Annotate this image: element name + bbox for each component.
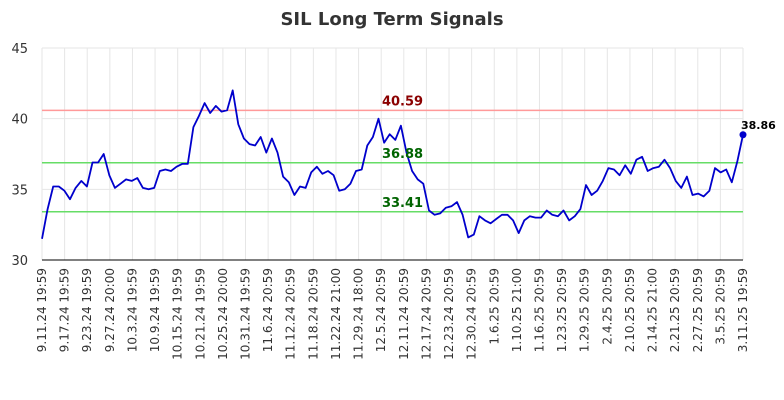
series-layer <box>41 89 747 239</box>
signal-line-label: 33.41 <box>382 196 423 211</box>
x-tick-label: 2.14.25 21:00 <box>646 268 660 352</box>
x-tick-label: 10.25.24 20:00 <box>216 268 230 360</box>
grid <box>41 47 744 261</box>
x-tick-label: 1.16.25 20:59 <box>532 268 546 352</box>
signal-lines <box>42 109 743 213</box>
x-tick-label: 11.12.24 20:59 <box>284 268 298 360</box>
x-tick-label: 3.11.25 19:59 <box>736 268 750 352</box>
chart-title: SIL Long Term Signals <box>280 9 503 30</box>
y-tick-label: 45 <box>11 42 28 57</box>
x-tick-label: 11.29.24 18:00 <box>352 268 366 360</box>
x-tick-label: 2.10.25 20:59 <box>623 268 637 352</box>
x-tick-label: 9.11.24 19:59 <box>35 268 49 352</box>
x-tick-label: 12.30.24 20:59 <box>465 268 479 360</box>
annotations: 40.59 36.88 33.41 38.86 <box>382 94 776 210</box>
x-tick-label: 11.18.24 20:59 <box>306 268 320 360</box>
x-tick-label: 10.9.24 19:59 <box>148 268 162 352</box>
x-tick-label: 2.21.25 20:59 <box>668 268 682 352</box>
x-tick-label: 10.15.24 19:59 <box>171 268 185 360</box>
y-axis-ticks: 30 35 40 45 <box>11 42 28 269</box>
x-tick-label: 10.21.24 19:59 <box>193 268 207 360</box>
signal-line-label: 40.59 <box>382 94 423 109</box>
x-tick-label: 9.27.24 20:00 <box>103 268 117 352</box>
x-tick-label: 2.27.25 20:59 <box>691 268 705 352</box>
x-tick-label: 11.22.24 21:00 <box>329 268 343 360</box>
y-tick-label: 30 <box>11 254 28 269</box>
x-tick-label: 2.4.25 20:59 <box>600 268 614 345</box>
x-tick-label: 12.11.24 20:59 <box>397 268 411 360</box>
last-value-point <box>739 131 747 139</box>
x-tick-label: 11.6.24 20:59 <box>261 268 275 352</box>
x-tick-label: 12.23.24 20:59 <box>442 268 456 360</box>
x-tick-label: 1.23.25 20:59 <box>555 268 569 352</box>
series-line <box>41 89 744 239</box>
x-tick-label: 12.17.24 20:59 <box>419 268 433 360</box>
y-tick-label: 35 <box>11 183 28 198</box>
x-tick-label: 12.5.24 20:59 <box>374 268 388 352</box>
x-tick-label: 1.29.25 20:59 <box>578 268 592 352</box>
x-tick-label: 10.3.24 19:59 <box>125 268 139 352</box>
x-tick-label: 3.5.25 20:59 <box>713 268 727 345</box>
x-tick-label: 9.23.24 19:59 <box>80 268 94 352</box>
last-value-label: 38.86 <box>741 119 776 132</box>
x-tick-label: 9.17.24 19:59 <box>58 268 72 352</box>
signal-line-label: 36.88 <box>382 147 423 162</box>
x-tick-label: 10.31.24 19:59 <box>239 268 253 360</box>
x-axis-ticks: 9.11.24 19:59 9.17.24 19:59 9.23.24 19:59 9… <box>35 268 750 360</box>
x-tick-label: 1.6.25 20:59 <box>487 268 501 345</box>
y-tick-label: 40 <box>11 113 28 128</box>
x-tick-label: 1.10.25 21:00 <box>510 268 524 352</box>
